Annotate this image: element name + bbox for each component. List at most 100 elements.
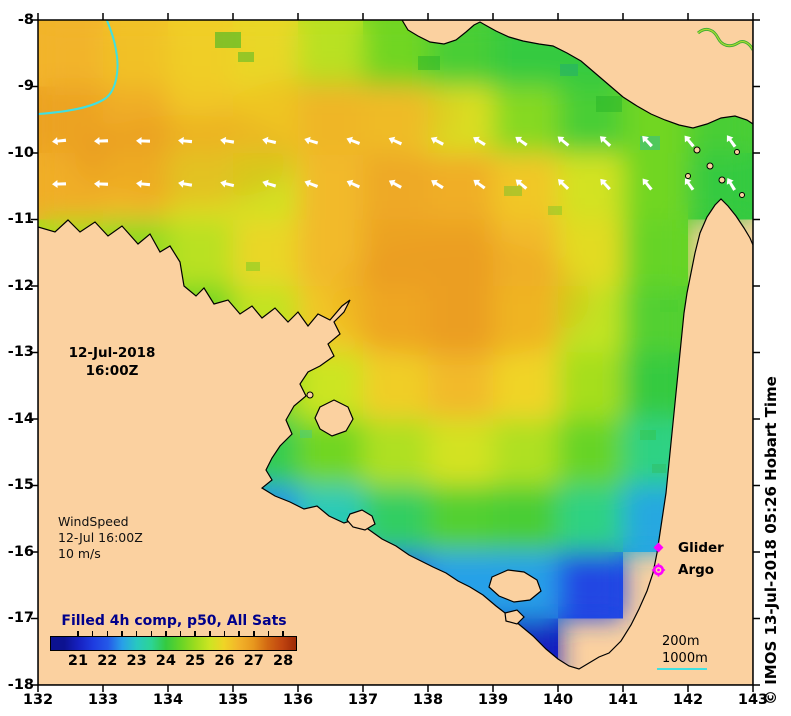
wind-arrow <box>346 136 361 145</box>
1000m-contour-sample-line <box>657 668 707 670</box>
wind-arrow <box>726 178 736 191</box>
x-axis-label-138: 138 <box>412 692 444 708</box>
wind-arrow <box>304 179 319 188</box>
colorbar-tick <box>121 631 123 636</box>
wind-arrow <box>473 136 486 147</box>
colorbar-tick <box>253 631 255 636</box>
x-axis-label-134: 134 <box>152 692 184 708</box>
colorbar-label-28: 28 <box>273 653 294 669</box>
y-axis-label--18: -18 <box>7 676 34 693</box>
x-axis-label-142: 142 <box>672 692 704 708</box>
colorbar-tick <box>77 631 79 636</box>
argo-float-icon <box>651 563 666 577</box>
glider-label: Glider <box>678 540 724 556</box>
y-axis-label--13: -13 <box>7 344 34 360</box>
wind-arrow <box>304 136 319 145</box>
argo-legend-row: Argo <box>646 560 756 582</box>
colorbar-title: Filled 4h comp, p50, All Sats <box>61 613 287 629</box>
x-axis-label-132: 132 <box>22 692 54 708</box>
wind-arrow <box>94 137 109 146</box>
map-plot-area <box>38 20 753 685</box>
wind-arrow <box>642 178 653 191</box>
river-highlight <box>697 28 753 51</box>
colorbar-tick <box>106 631 109 636</box>
depth-1000m-label: 1000m <box>662 650 708 666</box>
x-axis-label-141: 141 <box>607 692 639 708</box>
islet <box>734 149 740 155</box>
wind-arrow <box>430 136 444 146</box>
x-axis-label-137: 137 <box>347 692 379 708</box>
wind-arrow <box>473 179 486 190</box>
composite-datetime-label: 12-Jul-2018 16:00Z <box>56 344 168 380</box>
wind-legend-datetime: 12-Jul 16:00Z <box>58 530 143 545</box>
y-axis-label--14: -14 <box>7 410 34 427</box>
x-axis-label-140: 140 <box>542 692 574 708</box>
wind-arrow-field <box>52 135 737 191</box>
wind-arrow <box>515 136 528 147</box>
islet <box>306 391 314 399</box>
land-australia <box>38 198 753 685</box>
y-axis-label--12: -12 <box>7 277 34 294</box>
depth-200m-label: 200m <box>662 634 700 649</box>
island-0 <box>314 399 354 437</box>
colorbar-tick <box>179 631 182 636</box>
colorbar-tick <box>209 631 211 636</box>
imos-credit-watermark: © IMOS 13-Jul-2018 05:26 Hobart Time <box>762 376 780 705</box>
islet <box>739 192 745 198</box>
platform-marker-legend: Glider Argo <box>646 538 756 582</box>
wind-legend-title: WindSpeed <box>58 514 129 529</box>
x-axis-label-133: 133 <box>87 692 119 708</box>
x-axis-label-139: 139 <box>477 692 509 708</box>
land-new-guinea <box>401 20 753 129</box>
islet <box>685 173 691 179</box>
wind-legend: WindSpeed 12-Jul 16:00Z 10 m/s <box>58 514 143 562</box>
colorbar-tick <box>135 631 138 636</box>
colorbar-tick <box>223 631 226 636</box>
y-axis-label--16: -16 <box>7 543 34 560</box>
wind-arrow <box>136 179 151 188</box>
wind-arrow <box>600 178 611 191</box>
y-axis-label--17: -17 <box>7 610 34 626</box>
colorbar-tick <box>282 631 284 636</box>
wind-arrow <box>388 179 402 189</box>
wind-arrow <box>178 179 193 188</box>
wind-arrow <box>557 136 570 147</box>
y-axis-label--8: -8 <box>17 11 34 28</box>
wind-arrow <box>52 180 67 189</box>
composite-time: 16:00Z <box>85 363 139 379</box>
colorbar-label-21: 21 <box>67 653 89 669</box>
colorbar-tick <box>194 631 196 636</box>
y-axis-label--11: -11 <box>7 211 34 227</box>
y-axis-label--10: -10 <box>7 144 34 161</box>
wind-arrow <box>94 179 109 188</box>
x-axis-label-135: 135 <box>217 692 249 708</box>
wind-arrow <box>684 135 695 148</box>
colorbar-tick <box>150 631 152 636</box>
wind-legend-speed: 10 m/s <box>58 546 101 561</box>
colorbar-label-26: 26 <box>214 653 235 669</box>
colorbar-label-24: 24 <box>155 653 176 669</box>
composite-date: 12-Jul-2018 <box>68 345 156 361</box>
y-axis-label--9: -9 <box>17 78 34 94</box>
glider-legend-row: Glider <box>646 538 756 560</box>
wind-arrow <box>684 178 695 191</box>
depth-contour-legend: 200m 1000m <box>662 634 708 667</box>
colorbar-tick <box>165 631 167 636</box>
wind-reference-arrow-icon <box>0 1 20 13</box>
wind-arrow <box>599 136 612 147</box>
wind-arrow <box>642 135 653 148</box>
wind-arrow <box>262 179 277 188</box>
colorbar-tick <box>91 631 94 636</box>
colorbar-label-22: 22 <box>97 653 118 669</box>
island-1 <box>346 509 376 531</box>
island-3 <box>504 609 525 625</box>
colorbar-label-27: 27 <box>243 653 264 669</box>
1000m-contour-line <box>38 20 119 115</box>
island-2 <box>488 569 542 603</box>
colorbar <box>50 636 297 651</box>
wind-arrow <box>178 136 193 145</box>
colorbar-label-25: 25 <box>185 653 206 669</box>
wind-arrow <box>431 179 444 190</box>
